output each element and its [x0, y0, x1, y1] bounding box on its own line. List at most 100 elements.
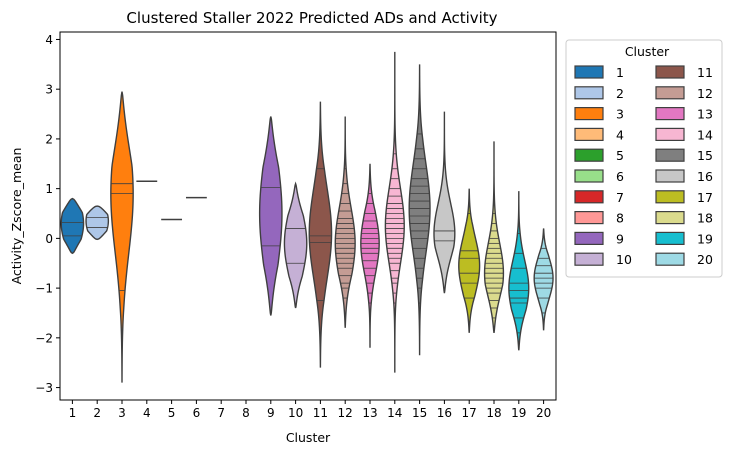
legend-swatch [574, 65, 604, 79]
legend-swatch [655, 86, 685, 100]
legend-label: 16 [697, 169, 713, 184]
legend-swatch [655, 211, 685, 225]
violin-body-cluster-18 [483, 141, 505, 333]
legend-label: 5 [616, 148, 624, 163]
violin-body-cluster-11 [308, 101, 333, 368]
violin-cluster-19 [508, 191, 530, 351]
violin-body-cluster-16 [433, 111, 456, 294]
x-tick-label: 15 [412, 406, 427, 420]
legend-label: 18 [697, 211, 713, 226]
legend-label: 1 [616, 65, 624, 80]
x-tick-label: 14 [387, 406, 402, 420]
x-axis: 1 2 3 4 5 6 7 8 9 10 11 12 13 14 15 16 17 18 19 20 [69, 400, 551, 420]
legend-item-13: 13 [655, 106, 713, 122]
violin-cluster-12 [334, 116, 356, 328]
violin-cluster-15 [408, 64, 431, 356]
legend-swatch [655, 252, 685, 266]
plot-area [60, 51, 554, 383]
legend-swatch [574, 252, 604, 266]
x-tick-label: 17 [462, 406, 477, 420]
violin-body-cluster-1 [60, 197, 85, 255]
x-tick-label: 19 [511, 406, 526, 420]
legend-item-2: 2 [574, 86, 624, 101]
x-tick-label: 3 [118, 406, 126, 420]
legend-swatch [655, 169, 685, 183]
violin-body-cluster-3 [110, 91, 134, 383]
violin-cluster-10 [283, 181, 308, 309]
legend-item-5: 5 [574, 148, 624, 163]
x-tick-label: 12 [338, 406, 353, 420]
legend-label: 3 [616, 107, 624, 122]
legend-label: 6 [616, 169, 624, 184]
legend-swatch [655, 65, 685, 79]
violin-cluster-14 [384, 51, 405, 373]
x-tick-label: 4 [143, 406, 151, 420]
legend-swatch [574, 190, 604, 204]
legend-item-14: 14 [655, 127, 713, 142]
legend-swatch [574, 86, 604, 100]
legend-item-15: 15 [655, 148, 713, 163]
legend-label: 11 [697, 65, 713, 80]
legend-item-3: 3 [574, 106, 624, 122]
legend-swatch [655, 148, 685, 162]
legend-label: 7 [616, 190, 624, 205]
legend-label: 17 [697, 190, 713, 205]
x-axis-label: Cluster [286, 430, 331, 445]
violin-body-cluster-9 [258, 116, 283, 316]
legend-item-7: 7 [574, 190, 624, 205]
legend-item-8: 8 [574, 211, 624, 226]
legend-label: 10 [616, 252, 632, 267]
violin-cluster-3 [110, 91, 134, 383]
violin-body-cluster-2 [85, 205, 110, 241]
legend-label: 2 [616, 86, 624, 101]
chart-title: Clustered Staller 2022 Predicted ADs and… [126, 9, 497, 27]
violin-cluster-11 [308, 101, 333, 368]
y-tick-label: 0 [45, 232, 53, 246]
violin-cluster-16 [433, 111, 456, 294]
legend-item-17: 17 [655, 190, 713, 205]
legend-item-12: 12 [655, 86, 713, 101]
violin-cluster-20 [533, 228, 554, 331]
violin-body-cluster-17 [458, 188, 481, 333]
legend-item-18: 18 [655, 211, 713, 226]
legend-swatch [574, 211, 604, 225]
violin-body-cluster-14 [384, 51, 405, 373]
x-tick-label: 2 [93, 406, 101, 420]
violin-cluster-9 [258, 116, 283, 316]
legend-swatch [655, 106, 685, 121]
x-tick-label: 7 [217, 406, 225, 420]
violin-cluster-2 [85, 205, 110, 241]
legend-label: 20 [697, 252, 713, 267]
legend-label: 14 [697, 127, 713, 142]
legend-item-9: 9 [574, 231, 624, 246]
y-tick-label: −2 [35, 331, 53, 345]
legend-label: 4 [616, 127, 624, 142]
legend-item-16: 16 [655, 169, 713, 184]
violin-cluster-17 [458, 188, 481, 333]
y-tick-label: −3 [35, 381, 53, 395]
x-tick-label: 9 [267, 406, 275, 420]
legend-label: 9 [616, 231, 624, 246]
legend-item-11: 11 [655, 65, 713, 80]
legend-item-10: 10 [574, 252, 632, 267]
y-tick-label: 2 [45, 132, 53, 146]
legend-label: 12 [697, 86, 713, 101]
violin-body-cluster-20 [533, 228, 554, 331]
violin-body-cluster-10 [283, 181, 308, 309]
y-tick-label: 4 [45, 33, 53, 47]
y-tick-label: 1 [45, 182, 53, 196]
y-axis: −3 −2 −1 0 1 2 3 4 [35, 33, 60, 395]
x-tick-label: 8 [242, 406, 250, 420]
legend-swatch [574, 148, 604, 162]
legend-item-19: 19 [655, 231, 713, 246]
legend-swatch [574, 106, 604, 121]
violin-body-cluster-13 [360, 163, 380, 348]
legend-label: 19 [697, 231, 713, 246]
x-tick-label: 6 [193, 406, 201, 420]
x-tick-label: 20 [536, 406, 551, 420]
violin-body-cluster-12 [334, 116, 356, 328]
legend-label: 15 [697, 148, 713, 163]
